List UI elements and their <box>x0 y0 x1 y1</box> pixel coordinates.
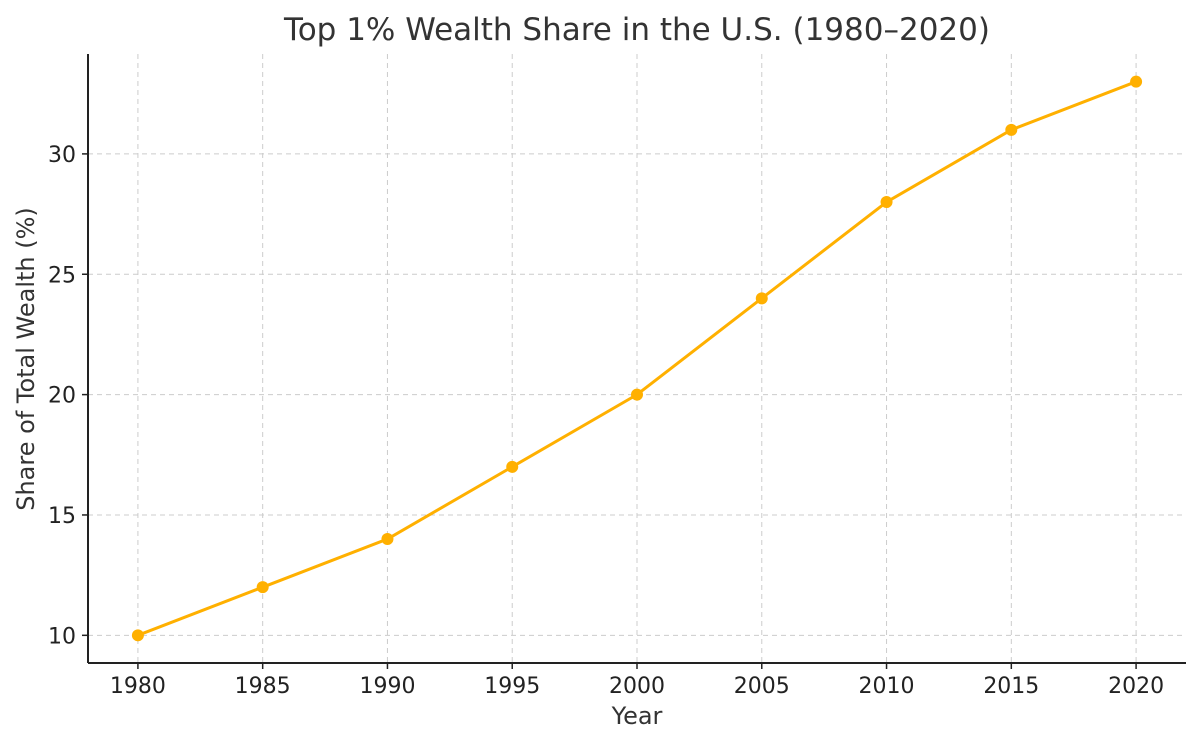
data-point <box>381 533 394 546</box>
data-point <box>1005 123 1018 136</box>
x-tick-label: 1990 <box>359 674 415 699</box>
x-tick-label: 2000 <box>609 674 665 699</box>
x-axis-label: Year <box>611 702 663 730</box>
data-point <box>631 388 643 401</box>
grid <box>88 54 1186 663</box>
y-tick-label: 15 <box>48 504 76 529</box>
x-tick-label: 2015 <box>983 674 1039 699</box>
data-point <box>880 196 893 209</box>
data-point <box>506 460 519 473</box>
x-tick-label: 1980 <box>110 674 166 699</box>
x-tick-label: 2010 <box>859 674 915 699</box>
y-tick-label: 10 <box>48 624 76 649</box>
x-tick-label: 2005 <box>734 674 790 699</box>
axes: 1980 1985 1990 1995 2000 2005 2010 2015 2020 10 15… <box>48 54 1186 699</box>
chart-title: Top 1% Wealth Share in the U.S. (1980–20… <box>283 12 990 48</box>
x-tick-label: 1985 <box>235 674 291 699</box>
y-tick-label: 30 <box>48 143 76 168</box>
series-layer <box>131 75 1143 642</box>
data-point <box>256 581 269 594</box>
y-axis-label: Share of Total Wealth (%) <box>12 207 40 511</box>
data-point <box>131 629 144 642</box>
data-point <box>1130 75 1143 88</box>
x-tick-label: 2020 <box>1108 674 1164 699</box>
x-tick-label: 1995 <box>484 674 540 699</box>
y-tick-label: 20 <box>48 384 76 409</box>
data-point <box>755 292 768 305</box>
y-tick-label: 25 <box>48 263 76 288</box>
